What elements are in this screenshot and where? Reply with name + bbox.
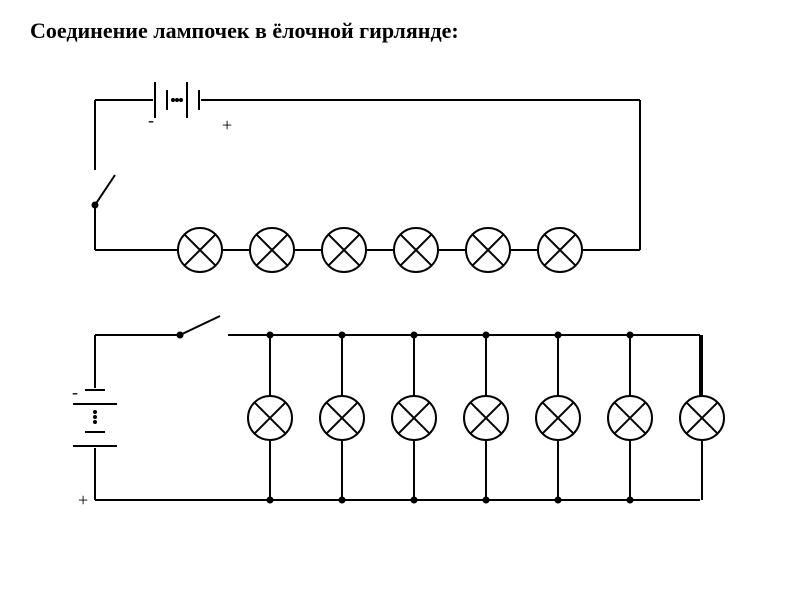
parallel-circuit (73, 316, 724, 503)
lamp-symbol (322, 228, 366, 272)
lamp-symbol (680, 396, 724, 440)
lamp-symbol (608, 396, 652, 440)
lamp-symbol (394, 228, 438, 272)
lamp-symbol (178, 228, 222, 272)
circuit-diagram (0, 0, 800, 600)
battery2-minus-label: - (72, 382, 78, 403)
battery1-plus-label: + (222, 115, 232, 136)
lamp-symbol (320, 396, 364, 440)
lamp-symbol (466, 228, 510, 272)
battery1-minus-label: - (148, 110, 154, 131)
battery2-plus-label: + (78, 490, 88, 511)
lamp-symbol (250, 228, 294, 272)
lamp-symbol (464, 396, 508, 440)
lamp-symbol (248, 396, 292, 440)
lamp-symbol (536, 396, 580, 440)
series-circuit (93, 82, 641, 272)
lamp-symbol (538, 228, 582, 272)
lamp-symbol (392, 396, 436, 440)
